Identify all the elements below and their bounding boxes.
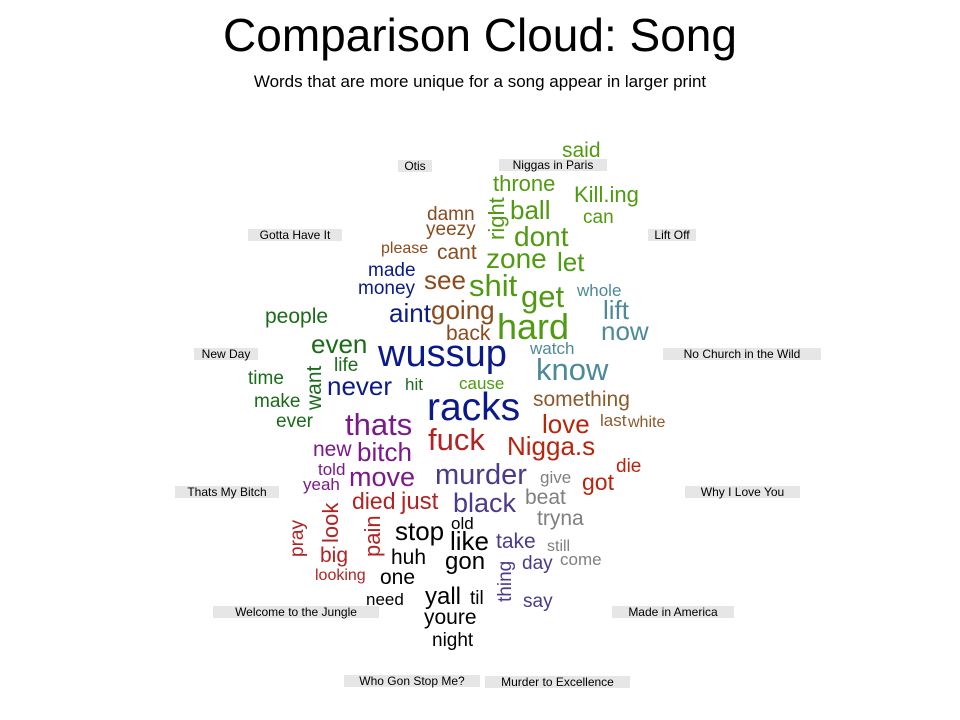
word-dont: dont <box>514 221 569 252</box>
word-thats: thats <box>345 407 413 442</box>
song-label-made-in-america: Made in America <box>612 606 734 618</box>
word-throne: throne <box>493 171 556 196</box>
word-racks: racks <box>427 386 521 429</box>
word-aint: aint <box>389 298 431 328</box>
word-old: old <box>451 514 474 533</box>
word-til: til <box>470 588 484 609</box>
word-take: take <box>496 530 536 553</box>
song-label-welcome-jungle: Welcome to the Jungle <box>213 606 379 618</box>
word-like: like <box>450 526 490 556</box>
word-youre: youre <box>424 606 477 629</box>
word-never: never <box>327 371 393 401</box>
word-pain: pain <box>360 515 385 557</box>
word-gon: gon <box>445 548 486 575</box>
word-died: died <box>352 488 396 514</box>
word-got: got <box>582 469 614 495</box>
word-looking: looking <box>315 567 366 584</box>
word-kill-ing: Kill.ing <box>574 182 639 207</box>
song-label-why-i-love-you: Why I Love You <box>685 486 800 498</box>
word-can: can <box>583 207 614 228</box>
song-label-lift-off: Lift Off <box>648 229 696 241</box>
word-fuck: fuck <box>428 422 485 457</box>
word-huh: huh <box>391 546 427 569</box>
word-watch: watch <box>530 339 575 358</box>
word-get: get <box>521 279 565 314</box>
word-said: said <box>562 139 601 162</box>
word-back: back <box>446 322 491 345</box>
word-hard: hard <box>497 306 570 347</box>
word-last: last <box>600 411 627 430</box>
word-ball: ball <box>510 195 551 225</box>
word-one: one <box>380 566 416 589</box>
word-know: know <box>536 352 609 387</box>
song-label-thats-my-bitch: Thats My Bitch <box>175 486 279 498</box>
word-wussup: wussup <box>378 333 507 375</box>
word-murder: murder <box>435 459 527 491</box>
word-need: need <box>366 590 404 609</box>
word-ever: ever <box>276 411 313 432</box>
word-pray: pray <box>287 520 308 557</box>
word-make: make <box>254 391 301 412</box>
word-zone: zone <box>486 243 547 274</box>
word-look: look <box>318 502 343 543</box>
word-die: die <box>616 456 642 477</box>
word-night: night <box>432 630 474 651</box>
word-now: now <box>601 316 649 346</box>
word-cant: cant <box>437 241 477 264</box>
word-white: white <box>628 414 666 431</box>
word-even: even <box>311 329 368 359</box>
word-tryna: tryna <box>537 507 584 530</box>
song-label-new-day: New Day <box>194 348 258 360</box>
word-see: see <box>424 265 466 295</box>
word-yeezy: yeezy <box>426 219 476 240</box>
word-thing: thing <box>495 560 516 602</box>
song-label-murder-to-excellence: Murder to Excellence <box>485 676 630 688</box>
word-new: new <box>313 438 352 461</box>
word-people: people <box>265 305 329 328</box>
song-label-niggas-in-paris: Niggas in Paris <box>499 159 607 171</box>
word-still: still <box>547 538 571 555</box>
word-black: black <box>453 488 517 518</box>
word-whole: whole <box>577 281 622 300</box>
word-want: want <box>303 365 326 410</box>
word-say: say <box>523 591 553 612</box>
word-made: made <box>368 260 416 281</box>
word-move: move <box>349 462 416 492</box>
word-lift: lift <box>603 295 629 325</box>
word-please: please <box>381 240 429 257</box>
word-money: money <box>358 278 416 299</box>
song-label-who-gon-stop-me: Who Gon Stop Me? <box>344 675 480 687</box>
word-big: big <box>320 544 349 567</box>
song-label-gotta-have-it: Gotta Have It <box>248 229 342 241</box>
word-day: day <box>522 553 553 574</box>
word-shit: shit <box>469 268 518 303</box>
word-life: life <box>334 355 359 376</box>
word-yeah: yeah <box>303 475 340 494</box>
word-right: right <box>484 197 509 240</box>
word-beat: beat <box>525 486 566 509</box>
song-label-otis: Otis <box>398 160 432 172</box>
word-just: just <box>401 488 439 515</box>
word-nigga-s: Nigga.s <box>507 431 596 461</box>
word-yall: yall <box>425 583 462 610</box>
word-let: let <box>557 247 585 277</box>
word-love: love <box>542 409 590 439</box>
word-going: going <box>431 295 495 325</box>
word-give: give <box>540 468 572 487</box>
page-subtitle: Words that are more unique for a song ap… <box>253 72 707 91</box>
page-title: Comparison Cloud: Song <box>223 9 737 61</box>
word-time: time <box>248 368 284 389</box>
word-stop: stop <box>395 516 445 546</box>
word-damn: damn <box>427 204 475 225</box>
word-hit: hit <box>405 375 423 394</box>
word-told: told <box>318 460 346 479</box>
song-label-no-church: No Church in the Wild <box>663 348 821 360</box>
word-come: come <box>560 550 602 569</box>
word-cause: cause <box>459 374 505 393</box>
word-bitch: bitch <box>357 437 412 467</box>
word-something: something <box>533 388 630 411</box>
